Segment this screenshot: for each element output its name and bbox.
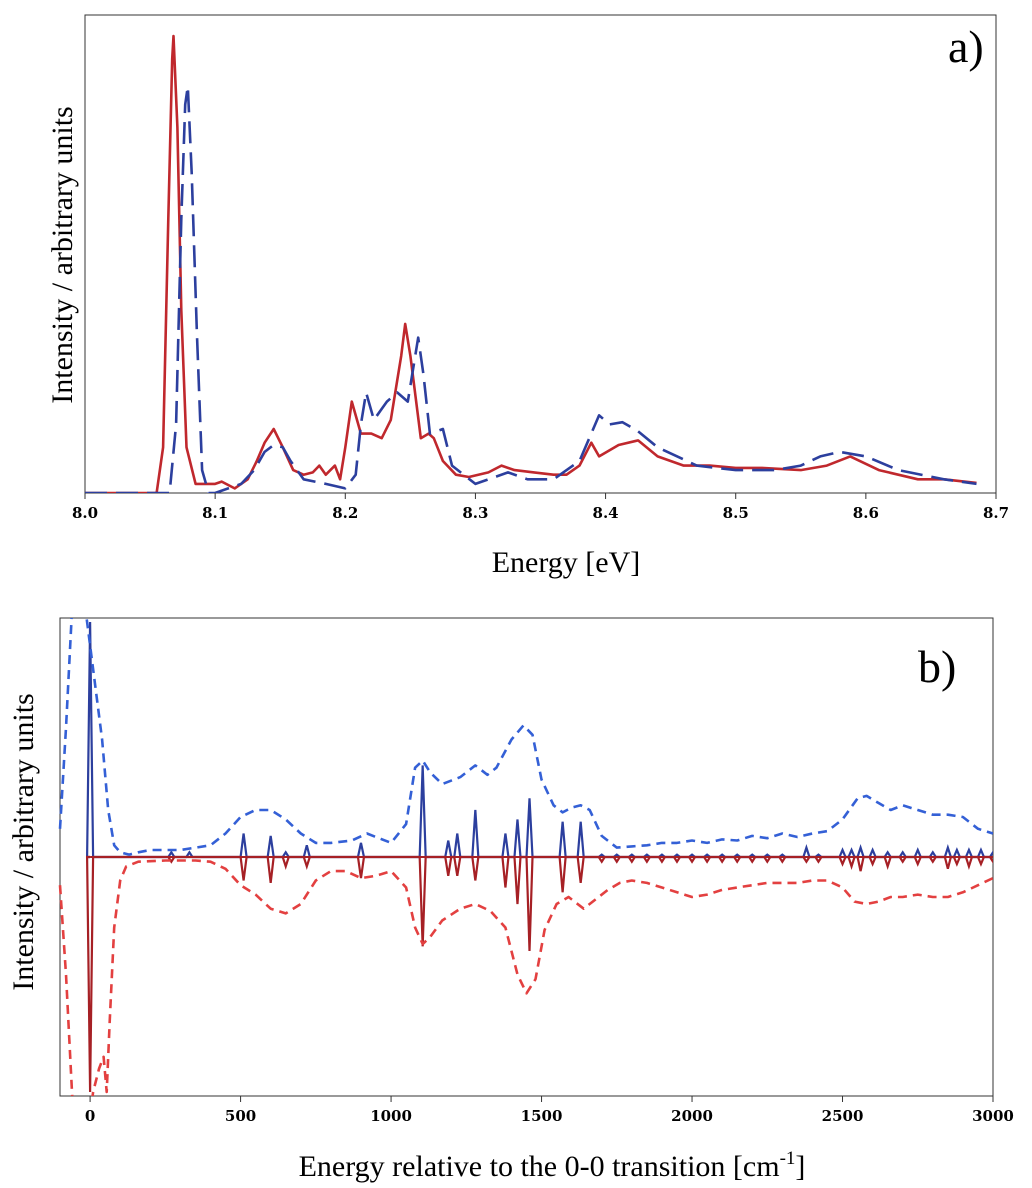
x-tick-label: 1000 xyxy=(370,1107,412,1125)
x-tick-label: 0 xyxy=(85,1107,95,1125)
x-tick-label: 1500 xyxy=(521,1107,563,1125)
panel-b-x-axis-label-main: Energy relative to the 0-0 transition [c… xyxy=(299,1150,780,1183)
x-tick-label: 8.2 xyxy=(332,504,358,522)
panel-b-label: b) xyxy=(918,641,956,692)
series-sticks-down xyxy=(85,855,993,1093)
panel-b-y-axis-label: Intensity / arbitrary units xyxy=(7,693,40,990)
panel-a: 8.0 8.1 8.2 8.3 8.4 8.5 8.6 8.7 a) Energy [eV] … xyxy=(46,14,1009,579)
series-line-0 xyxy=(85,34,977,493)
x-tick-label: 8.7 xyxy=(983,504,1009,522)
x-tick-label: 8.5 xyxy=(723,504,749,522)
x-tick-label: 8.0 xyxy=(72,504,98,522)
panel-a-x-axis-label: Energy [eV] xyxy=(492,546,641,579)
x-tick-label: 8.4 xyxy=(593,504,619,522)
x-tick-label: 2500 xyxy=(822,1107,864,1125)
panel-b-x-axis-label-sup: -1 xyxy=(780,1148,796,1169)
x-tick-label: 8.6 xyxy=(853,504,879,522)
series-sticks-up xyxy=(85,621,993,859)
panel-a-series xyxy=(85,34,977,493)
panel-a-x-ticks: 8.0 8.1 8.2 8.3 8.4 8.5 8.6 8.7 xyxy=(72,493,1009,522)
panel-b: 0 500 1000 1500 2000 2500 3000 b) Energy relat… xyxy=(7,617,1014,1183)
panel-a-y-axis-label: Intensity / arbitrary units xyxy=(46,106,79,403)
x-tick-label: 3000 xyxy=(972,1107,1014,1125)
x-tick-label: 8.1 xyxy=(202,504,228,522)
series-line-1 xyxy=(58,859,993,1096)
panel-b-x-ticks: 0 500 1000 1500 2000 2500 3000 xyxy=(85,1096,1014,1125)
panel-a-frame xyxy=(84,14,997,494)
panel-b-series xyxy=(58,618,993,1096)
series-line-0 xyxy=(58,618,993,856)
x-tick-label: 500 xyxy=(225,1107,256,1125)
plot-area xyxy=(58,618,993,1096)
panel-b-x-axis-label: Energy relative to the 0-0 transition [c… xyxy=(299,1148,806,1183)
plot-area xyxy=(85,34,977,493)
x-tick-label: 2000 xyxy=(671,1107,713,1125)
series-line-1 xyxy=(85,85,977,493)
panel-b-x-axis-label-end: ] xyxy=(795,1150,805,1183)
panel-a-label: a) xyxy=(948,21,984,72)
x-tick-label: 8.3 xyxy=(462,504,488,522)
